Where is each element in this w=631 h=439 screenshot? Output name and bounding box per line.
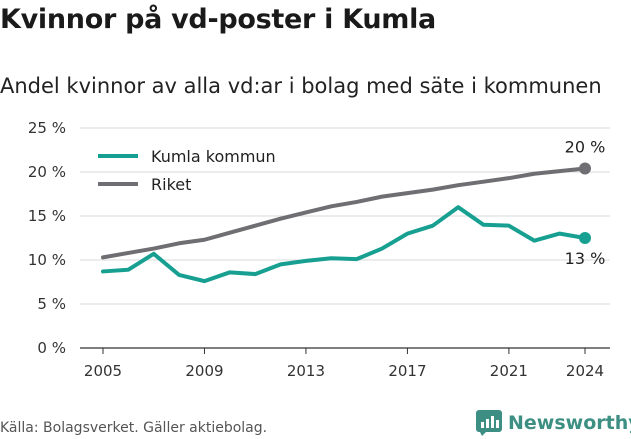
x-tick-label: 2021 bbox=[490, 362, 528, 380]
series-line-riket bbox=[101, 166, 587, 260]
x-axis-ticks: 2005 2009 2013 2017 2021 2024 bbox=[84, 348, 604, 380]
y-tick-label: 0 % bbox=[37, 339, 66, 357]
y-tick-label: 15 % bbox=[28, 207, 66, 225]
x-tick-label: 2005 bbox=[84, 362, 122, 380]
series-lines: 20 % 13 % bbox=[101, 137, 606, 284]
source-note: Källa: Bolagsverket. Gäller aktiebolag. bbox=[0, 420, 268, 436]
end-value-label: 20 % bbox=[565, 137, 606, 156]
y-tick-label: 25 % bbox=[28, 119, 66, 137]
legend-label: Riket bbox=[151, 175, 191, 194]
x-tick-label: 2009 bbox=[185, 362, 223, 380]
x-tick-label: 2024 bbox=[566, 362, 604, 380]
y-tick-label: 10 % bbox=[28, 251, 66, 269]
brand-logo: Newsworthy bbox=[476, 407, 631, 439]
legend-label: Kumla kommun bbox=[151, 147, 276, 166]
end-value-label: 13 % bbox=[565, 249, 606, 268]
y-tick-label: 5 % bbox=[37, 295, 66, 313]
legend: Kumla kommun Riket bbox=[98, 147, 276, 194]
brand-name: Newsworthy bbox=[508, 412, 631, 434]
x-tick-label: 2013 bbox=[287, 362, 325, 380]
y-tick-label: 20 % bbox=[28, 163, 66, 181]
page-subtitle: Andel kvinnor av alla vd:ar i bolag med … bbox=[0, 74, 602, 98]
end-point-marker bbox=[579, 232, 591, 244]
line-chart: 0 %5 %10 %15 %20 %25 % 2005 2009 2013 2017 2… bbox=[28, 119, 610, 380]
y-axis-ticks: 0 % 5 % 10 % 15 % 20 % 25 % bbox=[28, 119, 66, 357]
series-line-kumla bbox=[101, 205, 587, 284]
page-title: Kvinnor på vd-poster i Kumla bbox=[0, 4, 436, 35]
end-point-marker bbox=[579, 162, 591, 175]
bar-chart-logo-icon bbox=[476, 410, 502, 436]
x-tick-label: 2017 bbox=[388, 362, 426, 380]
